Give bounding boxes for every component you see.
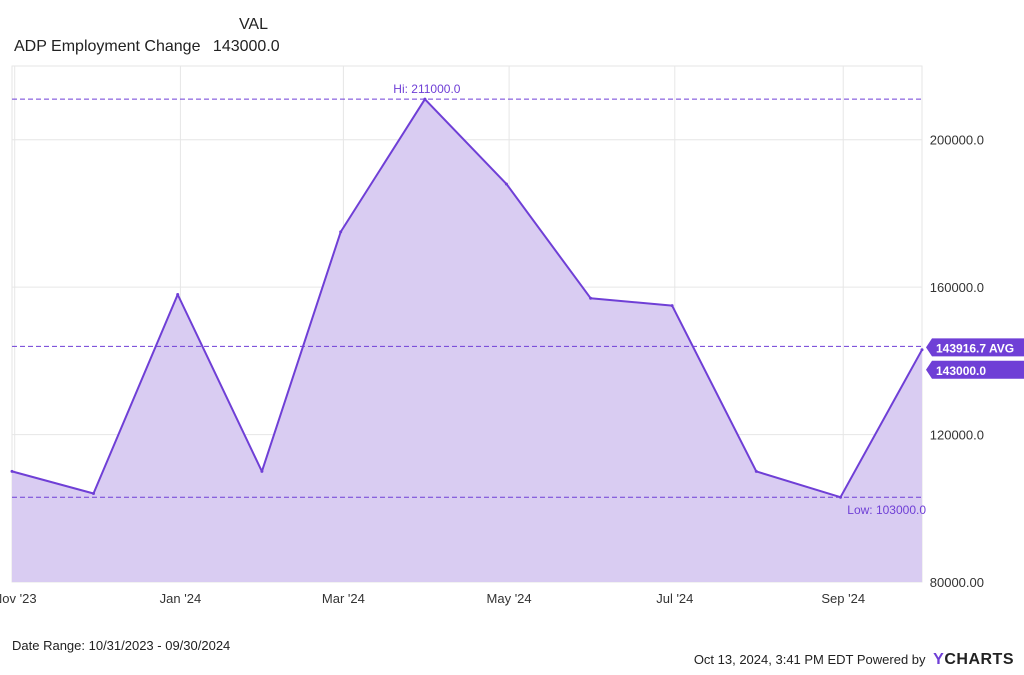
last-value-badge-label: 143000.0 <box>936 364 986 378</box>
data-point <box>260 469 264 473</box>
data-point <box>10 469 14 473</box>
legend-series-value: 143000.0 <box>212 38 280 55</box>
series-line <box>11 98 923 499</box>
legend-series-label: ADP Employment Change <box>14 38 201 55</box>
data-point <box>176 293 180 297</box>
x-tick-label: Nov '23 <box>0 591 37 606</box>
data-point <box>339 230 343 234</box>
ycharts-logo[interactable]: YCHARTS <box>933 651 1014 668</box>
x-tick-label: Jan '24 <box>160 591 202 606</box>
data-point <box>920 348 924 352</box>
data-point <box>91 492 95 496</box>
y-tick-label: 200000.0 <box>930 133 984 148</box>
ycharts-logo-text: CHARTS <box>944 651 1014 668</box>
x-tick-label: Mar '24 <box>322 591 365 606</box>
high-reference-label: Hi: 211000.0 <box>393 82 460 96</box>
average-badge <box>926 338 1024 357</box>
data-point <box>504 182 508 186</box>
series-area <box>12 99 922 582</box>
chart-canvas[interactable]: 80000.00 120000.0 160000.0 200000.0 Nov '23 J… <box>0 0 1024 630</box>
low-reference-label: Low: 103000.0 <box>847 503 926 517</box>
average-badge-label: 143916.7 AVG <box>936 341 1014 355</box>
data-point <box>589 296 593 300</box>
timestamp-text: Oct 13, 2024, 3:41 PM EDT Powered by <box>693 652 926 667</box>
y-tick-label: 80000.00 <box>930 575 984 590</box>
data-point <box>670 304 674 308</box>
last-value-badge <box>926 360 1024 379</box>
date-range-text: Date Range: 10/31/2023 - 09/30/2024 <box>12 638 231 653</box>
legend-series-row[interactable]: ADP Employment Change 143000.0 <box>14 38 280 56</box>
y-tick-label: 120000.0 <box>930 428 984 443</box>
y-tick-label: 160000.0 <box>930 280 984 295</box>
x-tick-label: Jul '24 <box>656 591 693 606</box>
x-tick-label: May '24 <box>487 591 532 606</box>
data-point <box>754 469 758 473</box>
ycharts-logo-y: Y <box>933 651 945 668</box>
footer-attribution: Oct 13, 2024, 3:41 PM EDT Powered by YCH… <box>694 651 1014 669</box>
legend-column-header: VAL <box>238 16 268 33</box>
x-tick-label: Sep '24 <box>821 591 865 606</box>
